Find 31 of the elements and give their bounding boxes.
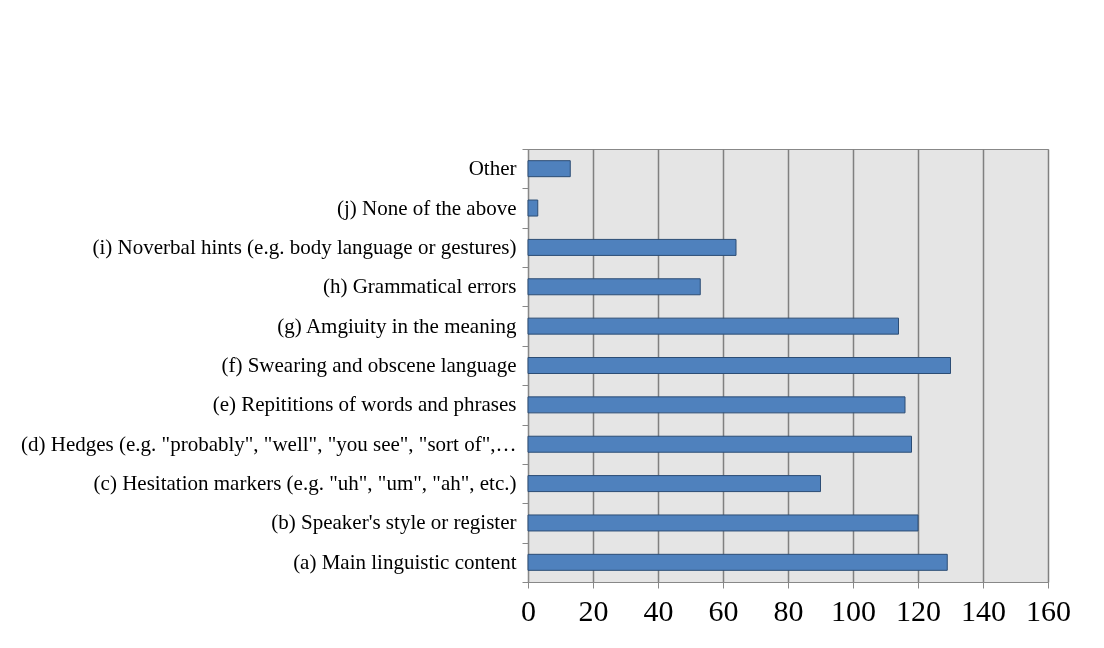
y-tick-label: (i) Noverbal hints (e.g. body language or gestures) xyxy=(92,234,517,259)
bar xyxy=(527,475,821,493)
bar xyxy=(527,199,539,217)
x-tick-label: 160 xyxy=(1026,593,1071,627)
y-tick-label: (h) Grammatical errors xyxy=(322,274,517,299)
bar xyxy=(527,357,951,374)
x-tick-label: 0 xyxy=(521,593,536,627)
y-tick-label: (g) Amgiuity in the meaning xyxy=(277,313,517,338)
y-tick-label: (d) Hedges (e.g. "probably", "well", "you see", "sort of",… xyxy=(21,431,517,456)
y-tick-label: (e) Repititions of words and phrases xyxy=(212,392,517,417)
x-tick-label: 140 xyxy=(961,593,1006,627)
y-tick-label: (f) Swearing and obscene language xyxy=(221,353,517,377)
x-tick-label: 60 xyxy=(708,593,739,627)
y-tick-label: (c) Hesitation markers (e.g. "uh", "um", "ah", etc.) xyxy=(93,471,517,496)
bar xyxy=(527,553,948,571)
x-tick-label: 40 xyxy=(643,593,674,627)
x-tick-label: 20 xyxy=(578,593,609,627)
x-tick-label: 80 xyxy=(773,593,804,627)
y-tick-label: (b) Speaker's style or register xyxy=(271,510,517,535)
bar xyxy=(527,514,919,532)
x-tick-label: 120 xyxy=(896,593,941,627)
bar xyxy=(527,317,899,335)
y-tick-label: (j) None of the above xyxy=(336,195,517,220)
x-tick-label: 100 xyxy=(831,593,876,627)
y-tick-label: (a) Main linguistic content xyxy=(293,549,517,574)
bar xyxy=(527,278,701,296)
y-tick-label: Other xyxy=(468,156,517,181)
bar xyxy=(527,396,906,414)
bar xyxy=(527,238,737,256)
bar xyxy=(527,160,571,178)
bar xyxy=(527,435,912,453)
